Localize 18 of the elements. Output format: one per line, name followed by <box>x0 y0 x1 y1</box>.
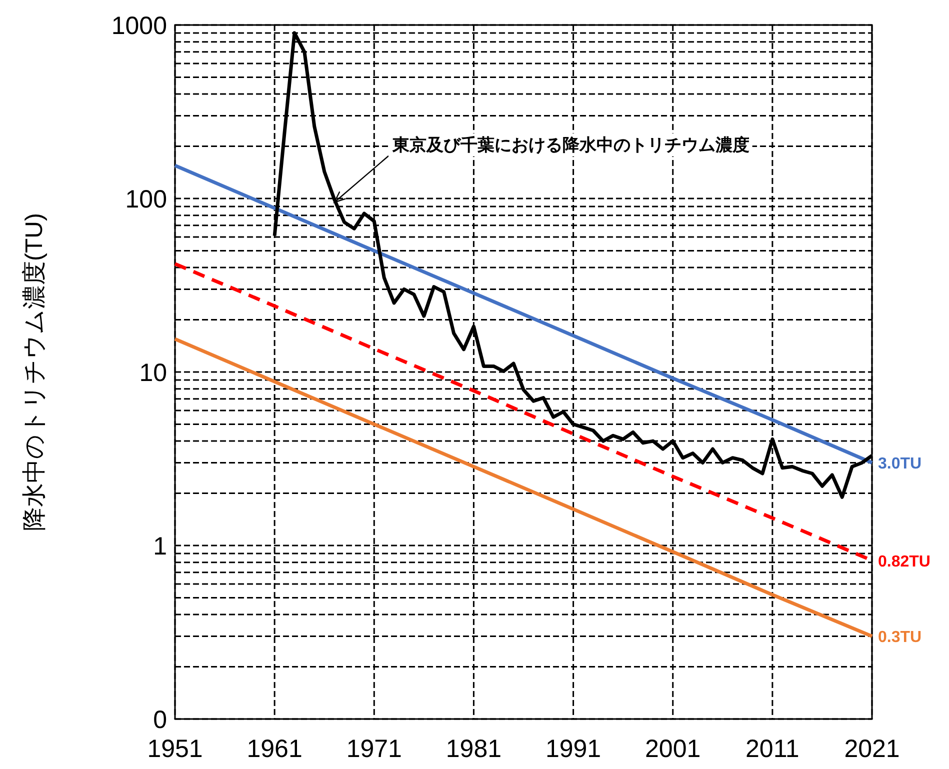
x-tick-label: 1961 <box>246 735 302 763</box>
x-tick-label: 2001 <box>645 735 701 763</box>
y-tick-label: 100 <box>125 186 167 214</box>
y-tick-label: 1 <box>153 532 167 560</box>
x-tick-label: 1981 <box>446 735 502 763</box>
y-tick-label: 10 <box>139 359 167 387</box>
series-label: 0.3TU <box>878 629 922 646</box>
series-label: 0.82TU <box>878 553 930 570</box>
x-tick-label: 1991 <box>545 735 602 763</box>
x-tick-label: 2011 <box>746 735 800 763</box>
y-axis-title: 降水中のトリチウム濃度(TU) <box>21 213 48 531</box>
y-tick-label: 1000 <box>111 12 167 40</box>
x-tick-label: 1951 <box>147 735 203 763</box>
series-label: 3.0TU <box>878 456 922 473</box>
x-tick-label: 1971 <box>346 735 402 763</box>
x-tick-label: 2021 <box>844 735 900 763</box>
y-tick-label: 0 <box>153 706 167 734</box>
annotation: 東京及び千葉における降水中のトリチウム濃度 <box>391 135 750 154</box>
